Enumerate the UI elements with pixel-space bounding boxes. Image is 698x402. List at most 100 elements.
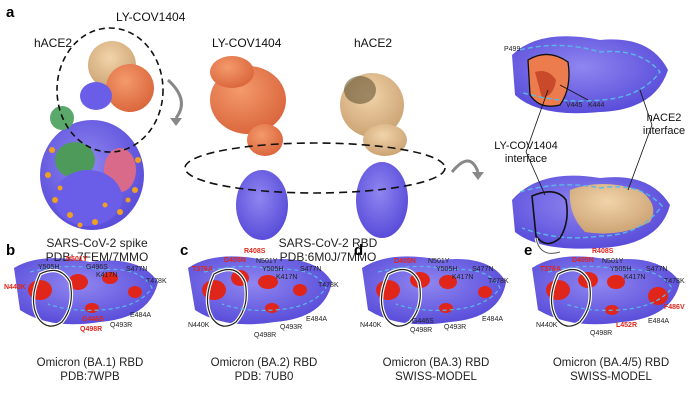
rbd-antibody-label: LY-COV1404 [212,36,282,50]
ba45-caption: Omicron (BA.4/5) RBD SWISS-MODEL [528,356,694,384]
zoom-ellipse-rbd [184,142,446,194]
mut-c-e484a: E484A [306,316,328,323]
mut-d-n501y: N501Y [428,258,450,265]
ba2-caption-line1: Omicron (BA.2) RBD [210,357,318,369]
ba3-rbd-surface [362,256,506,328]
mut-b-q498r: Q498R [80,326,103,333]
mut-c-y505h: Y505H [262,266,284,273]
panel-letter-d: d [354,242,364,259]
mut-c-s477n: S477N [300,266,322,273]
panel-letter-e: e [524,242,533,259]
rotate-arrow-1-head [170,118,182,126]
spike-antibody-label: LY-COV1404 [116,10,186,24]
mut-b-q493r: Q493R [110,322,133,329]
mut-b-n501y: N501Y [66,256,88,263]
mut-b-g446s: G446S [82,316,104,323]
ba1-caption-line1: Omicron (BA.1) RBD [36,357,144,369]
ba1-caption: Omicron (BA.1) RBD PDB:7WPB [10,356,170,384]
ba1-rbd-surface [14,258,158,328]
ba3-caption-line2: SWISS-MODEL [395,371,477,383]
interface-surface-top [512,36,668,114]
mut-e-k417n: K417N [624,274,646,281]
spike-caption-line2: PDB: 7FEM/7MMO [45,250,149,264]
mut-e-n501y: N501Y [602,258,624,265]
mut-b-k417n: K417N [96,272,118,279]
mut-e-l452r: L452R [616,322,638,329]
ba1-caption-line2: PDB:7WPB [60,371,120,383]
ba45-caption-line1: Omicron (BA.4/5) RBD [552,357,670,369]
mut-b-n440k: N440K [4,284,26,291]
residue-p499: P499 [504,46,521,53]
rbd-purple-surfaces [236,162,408,240]
mut-e-d405n: D405N [572,257,594,264]
mut-d-t478k: T478K [488,278,509,285]
mut-c-t376a: T376A [192,266,214,273]
mut-e-e484a: E484A [648,318,670,325]
ba3-caption-line1: Omicron (BA.3) RBD [382,357,490,369]
rbd-caption-line2: PDB:6M0J/7MMO [279,250,377,264]
ba45-rbd-surface [532,256,680,328]
pointer-ab-interface-bottom [525,151,546,196]
pointer-ace2-interface-top [639,89,653,126]
mut-d-k417n: K417N [452,274,474,281]
mut-b-g496s: G496S [86,264,108,271]
mut-c-q493r: Q493R [280,324,303,331]
antibody-interface-line2: interface [504,153,548,165]
panel-letter-a: a [6,4,15,21]
ace2-interface-line1: hACE2 [646,112,682,124]
rbd-caption: SARS-CoV-2 RBD PDB:6M0J/7MMO [258,236,398,264]
rbd-antibody-surface [210,56,286,156]
mut-e-t376a: T376A [540,266,562,273]
mut-d-n440k: N440K [360,322,382,329]
ace2-interface-label: hACE2 interface [634,112,694,138]
zoom-ellipse-spike [56,27,164,153]
mut-c-n501y: N501Y [256,258,278,265]
panel-letter-b: b [6,242,16,259]
rbd-caption-line1: SARS-CoV-2 RBD [278,236,378,250]
mut-b-s477n: S477N [126,266,148,273]
ba45-caption-line2: SWISS-MODEL [570,371,652,383]
spike-caption: SARS-CoV-2 spike PDB: 7FEM/7MMO [22,236,172,264]
rotate-arrow-2 [450,159,480,173]
antibody-interface-line1: LY-COV1404 [494,140,558,152]
spike-ace2-label: hACE2 [34,36,73,50]
panel-letter-c: c [180,242,189,259]
ba2-caption: Omicron (BA.2) RBD PDB: 7UB0 [184,356,344,384]
mut-c-n440k: N440K [188,322,210,329]
mut-e-t478k: T478K [664,278,685,285]
mut-d-q493r: Q493R [444,324,467,331]
pointer-ace2-interface-bottom [627,124,653,191]
mut-c-k417n: K417N [276,274,298,281]
mut-c-q498r: Q498R [254,332,277,339]
mut-e-n440k: N440K [536,322,558,329]
mut-c-d405n: D405N [224,257,246,264]
mut-e-y505h: Y505H [610,266,632,273]
ba2-caption-line2: PDB: 7UB0 [234,371,294,383]
mut-d-q498r: Q498R [410,327,433,334]
mut-d-s477n: S477N [472,266,494,273]
mut-d-y505h: Y505H [436,266,458,273]
rbd-ace2-surface [340,73,407,156]
spike-trimer-surface [40,106,144,230]
rotate-arrow-1 [166,78,183,119]
residue-k444: K444 [588,102,605,109]
antibody-interface-label: LY-COV1404 interface [486,140,566,166]
spike-caption-line1: SARS-CoV-2 spike [46,236,148,250]
mut-e-q498r: Q498R [590,330,613,337]
mut-b-y505h: Y505H [38,264,60,271]
mut-d-d405n: D405N [394,258,416,265]
mut-e-f486v: F486V [664,304,685,311]
mut-e-s477n: S477N [646,266,668,273]
ba2-rbd-surface [188,256,332,328]
rbd-ace2-label: hACE2 [354,36,393,50]
mut-b-t478k: T478K [146,278,167,285]
mut-d-e484a: E484A [482,316,504,323]
residue-v445: V445 [566,102,583,109]
mut-e-r408s: R408S [592,248,614,255]
rotate-arrow-2-head [472,172,484,180]
pointer-ab-interface-top [525,89,549,153]
ba3-caption: Omicron (BA.3) RBD SWISS-MODEL [356,356,516,384]
mut-c-r408s: R408S [244,248,266,255]
pointer-v445 [559,84,589,101]
